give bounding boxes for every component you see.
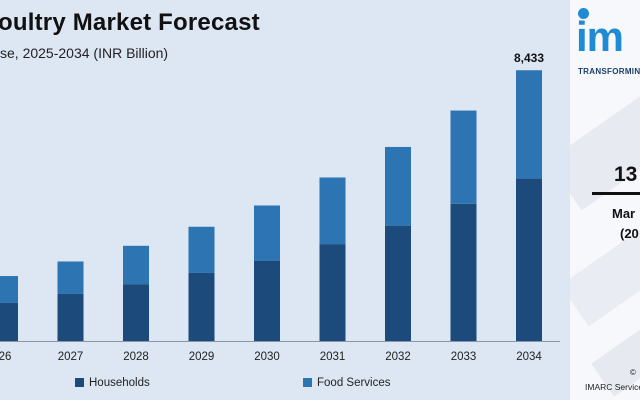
x-tick-label: 2033 (451, 351, 477, 363)
cagr-label: Mar (612, 206, 636, 221)
info-sidebar: im TRANSFORMIN 13 Mar (20 © IMARC Servic… (570, 0, 640, 400)
imarc-logo: im (576, 13, 624, 60)
chart-subtitle: se, 2025-2034 (INR Billion) (0, 45, 169, 61)
divider (592, 192, 640, 195)
x-tick-label: 2031 (320, 351, 346, 363)
bar-households-2030 (254, 260, 280, 341)
legend-swatch-food-services (303, 378, 312, 387)
cagr-value: 13 (614, 163, 638, 186)
x-tick-label: 26 (0, 351, 11, 363)
bar-households-2032 (385, 225, 411, 341)
bar-households-2027 (57, 293, 84, 341)
chart-title: oultry Market Forecast (0, 9, 260, 36)
legend-item-food-services: Food Services (303, 377, 391, 389)
chart-panel: oultry Market Forecast se, 2025-2034 (IN… (0, 9, 560, 389)
legend-label-households: Households (89, 377, 150, 389)
x-tick-label: 2027 (58, 351, 84, 363)
bar-food-services-2031 (319, 177, 346, 245)
background-shape (570, 69, 640, 211)
bar-households-2034 (516, 178, 542, 341)
x-tick-label: 2034 (516, 351, 542, 363)
bar-chart: 26 2027 2028 2029 2030 2031 2032 2033 2034 8,433 (0, 51, 560, 363)
data-label: 8,433 (514, 51, 544, 65)
bar-food-services-2033 (450, 110, 477, 204)
bar-households-2031 (319, 244, 346, 341)
x-tick-label: 2032 (385, 351, 411, 363)
x-tick-label: 2028 (123, 351, 149, 363)
source-text: IMARC Service (585, 382, 640, 392)
bar-food-services-2030 (254, 205, 280, 261)
bar-households-26 (0, 302, 18, 341)
legend-label-food-services: Food Services (317, 377, 391, 389)
bar-households-2033 (450, 203, 477, 341)
cagr-period: (20 (620, 226, 639, 241)
logo-tagline: TRANSFORMIN (578, 67, 640, 76)
bar-food-services-2029 (188, 226, 215, 273)
legend-item-households: Households (75, 377, 150, 389)
bar-food-services-26 (0, 276, 18, 303)
x-tick-label: 2030 (254, 351, 280, 363)
bar-food-services-2032 (385, 146, 411, 226)
logo-dot (578, 8, 589, 19)
bar-households-2029 (188, 272, 215, 341)
bar-households-2028 (123, 284, 149, 341)
copyright-symbol: © (630, 368, 636, 377)
legend-swatch-households (75, 378, 84, 387)
x-tick-label: 2029 (189, 351, 215, 363)
bar-food-services-2034 (516, 70, 542, 179)
bar-food-services-2028 (123, 245, 149, 285)
bar-food-services-2027 (57, 261, 84, 294)
